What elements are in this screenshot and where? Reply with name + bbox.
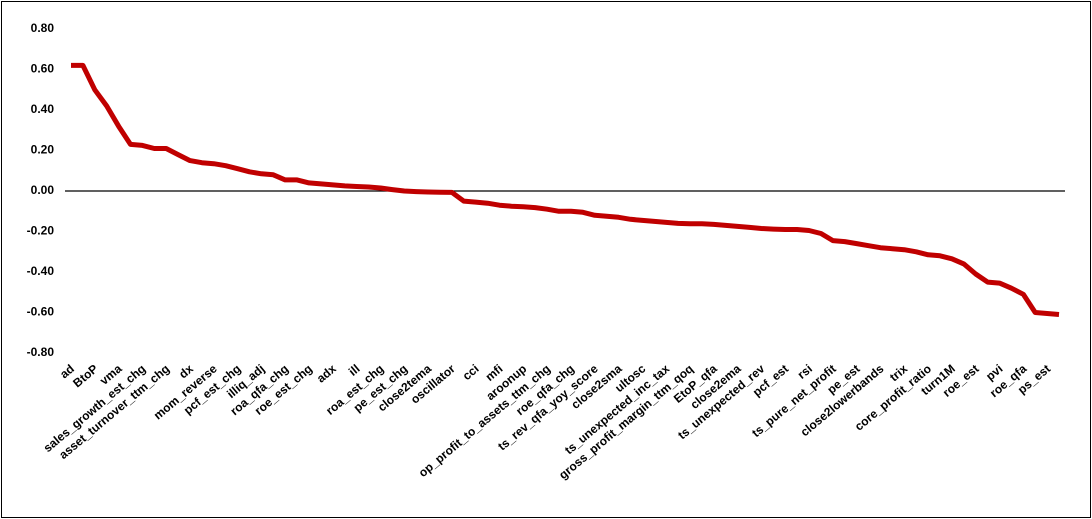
y-tick-label: -0.20 [27,224,55,238]
y-tick-label: -0.60 [27,305,55,319]
y-tick-label: 0.40 [31,102,55,116]
y-tick-label: -0.40 [27,264,55,278]
y-tick-label: 0.00 [31,183,55,197]
y-tick-label: 0.60 [31,62,55,76]
y-tick-label: 0.20 [31,143,55,157]
y-tick-label: -0.80 [27,345,55,359]
data-line [71,62,1060,317]
y-tick-label: 0.80 [31,21,55,35]
x-tick-label: ad [57,362,77,382]
